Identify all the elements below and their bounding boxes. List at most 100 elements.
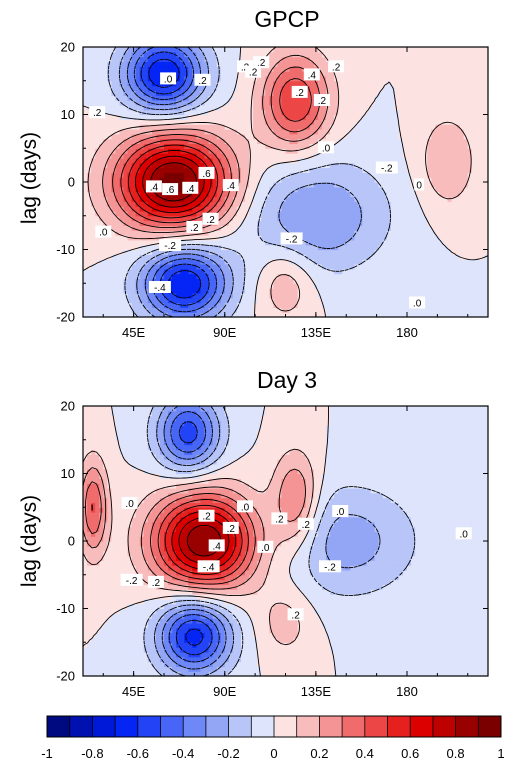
field-cell	[346, 235, 351, 241]
field-cell	[346, 263, 351, 270]
field-cell	[180, 292, 185, 299]
field-cell	[321, 196, 327, 202]
field-cell	[431, 273, 436, 280]
field-cell	[208, 302, 214, 308]
field-cell	[394, 312, 400, 318]
field-cell	[459, 85, 465, 91]
field-cell	[342, 210, 347, 217]
field-cell	[188, 278, 193, 284]
field-cell	[443, 80, 449, 87]
field-cell	[475, 210, 481, 217]
field-cell	[200, 288, 206, 294]
field-cell	[411, 109, 416, 116]
field-cell	[459, 182, 465, 188]
field-cell	[346, 128, 351, 135]
field-cell	[119, 196, 125, 202]
field-cell	[135, 235, 141, 241]
field-cell	[176, 85, 181, 91]
field-cell	[147, 191, 153, 198]
field-cell	[216, 273, 222, 280]
field-cell	[342, 273, 347, 280]
field-cell	[366, 182, 372, 188]
field-cell	[415, 307, 420, 313]
field-cell	[350, 244, 355, 251]
field-cell	[220, 263, 226, 270]
field-cell	[394, 90, 400, 96]
field-cell	[370, 133, 376, 140]
field-cell	[245, 302, 250, 308]
field-cell	[402, 182, 408, 188]
field-cell	[277, 210, 283, 217]
field-cell	[419, 288, 424, 294]
field-cell	[159, 114, 165, 120]
field-cell	[249, 162, 254, 169]
field-cell	[394, 182, 400, 188]
field-cell	[358, 254, 364, 260]
field-cell	[188, 210, 193, 217]
field-cell	[115, 75, 121, 82]
field-cell	[459, 128, 465, 135]
field-cell	[313, 85, 319, 91]
field-cell	[326, 230, 331, 236]
field-cell	[143, 148, 149, 154]
field-cell	[293, 80, 299, 87]
field-cell	[305, 95, 311, 101]
field-cell	[326, 177, 331, 183]
field-cell	[419, 119, 424, 125]
field-cell	[285, 206, 291, 212]
field-cell	[338, 95, 343, 101]
field-cell	[261, 196, 266, 202]
field-cell	[212, 172, 218, 178]
field-cell	[366, 225, 372, 231]
field-cell	[467, 307, 473, 313]
field-cell	[435, 80, 440, 87]
field-cell	[475, 119, 481, 125]
field-cell	[313, 278, 319, 284]
field-cell	[131, 210, 137, 217]
field-cell	[176, 109, 181, 116]
field-cell	[451, 128, 457, 135]
field-cell	[111, 191, 116, 198]
field-cell	[216, 210, 222, 217]
field-cell	[147, 235, 153, 241]
field-cell	[309, 90, 315, 96]
field-cell	[398, 292, 404, 299]
field-cell	[334, 186, 339, 193]
field-cell	[419, 263, 424, 270]
field-cell	[293, 143, 299, 149]
field-cell	[107, 259, 112, 265]
field-cell	[224, 114, 230, 120]
field-cell	[463, 215, 469, 222]
field-cell	[447, 278, 453, 284]
field-cell	[455, 133, 461, 140]
field-cell	[334, 138, 339, 145]
field-cell	[362, 153, 368, 159]
field-cell	[95, 85, 100, 91]
field-cell	[216, 278, 222, 284]
field-cell	[415, 235, 420, 241]
field-cell	[326, 244, 331, 251]
field-cell	[317, 85, 323, 91]
field-cell	[180, 143, 185, 149]
field-cell	[285, 95, 291, 101]
field-cell	[451, 220, 457, 226]
field-cell	[204, 292, 210, 299]
field-cell	[309, 80, 315, 87]
field-cell	[192, 244, 197, 251]
field-cell	[411, 220, 416, 226]
field-cell	[407, 215, 412, 222]
field-cell	[196, 302, 202, 308]
field-cell	[261, 167, 266, 173]
field-cell	[346, 100, 351, 106]
field-cell	[168, 167, 173, 173]
field-cell	[435, 263, 440, 270]
field-cell	[301, 215, 307, 222]
field-cell	[285, 312, 291, 318]
field-cell	[334, 133, 339, 140]
field-cell	[463, 210, 469, 217]
field-cell	[346, 95, 351, 101]
field-cell	[127, 292, 133, 299]
field-cell	[168, 297, 173, 304]
field-cell	[334, 215, 339, 222]
field-cell	[362, 312, 368, 318]
